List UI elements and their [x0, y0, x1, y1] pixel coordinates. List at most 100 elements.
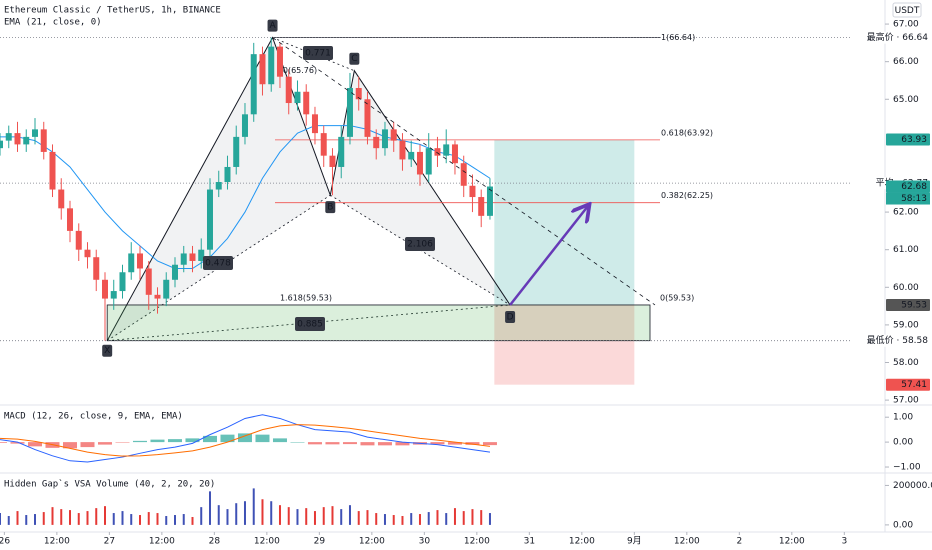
candle-body: [84, 249, 91, 258]
x-tick-label: 12:00: [44, 537, 70, 547]
pattern-point-badge: [325, 201, 336, 214]
candle-body: [58, 189, 65, 209]
y-tick-label: 57.00: [893, 396, 919, 406]
candle-body: [5, 133, 12, 141]
macd-histogram-bar: [220, 434, 235, 443]
ratio-label: 2.106: [407, 240, 433, 250]
candle-body: [268, 46, 275, 85]
candle-body: [390, 129, 397, 141]
y-tick-label: 67.00: [893, 20, 919, 30]
ratio-badge: [405, 237, 435, 251]
price-badge: [886, 378, 930, 391]
candle-body: [434, 148, 441, 156]
ratio-label: 0.771: [305, 49, 331, 59]
macd-histogram-bar: [202, 435, 217, 443]
macd-histogram-bar: [377, 442, 392, 446]
y-tick-label: 200000.00: [893, 481, 932, 491]
candle-body: [346, 87, 353, 137]
candle-body: [329, 155, 336, 167]
candle-body: [478, 197, 485, 216]
pattern-point-badge: [349, 52, 360, 65]
candle-body: [189, 253, 196, 261]
x-tick-label: 9月: [627, 536, 642, 547]
candle-body: [486, 186, 493, 216]
candle-body: [180, 253, 187, 265]
countdown-label: 58:13: [901, 194, 927, 204]
x-tick-label: 26: [0, 537, 10, 547]
candle-body: [285, 76, 292, 104]
y-tick-label: 1.00: [893, 413, 913, 423]
candle-body: [31, 129, 38, 137]
macd-histogram-bar: [307, 442, 322, 445]
candle-body: [233, 136, 240, 167]
x-tick-label: 12:00: [149, 537, 175, 547]
candle-body: [416, 151, 423, 175]
candle-body: [119, 272, 126, 292]
candle-body: [171, 264, 178, 280]
unit-badge[interactable]: [892, 2, 922, 18]
y-tick-label: 61.00: [893, 245, 919, 255]
target-zone: [494, 139, 635, 305]
support-zone: [106, 304, 651, 342]
ratio-label: 0.885: [297, 320, 323, 330]
candle-body: [408, 151, 415, 160]
x-tick-label: 3: [841, 537, 847, 547]
candle-body: [224, 166, 231, 183]
candle-body: [320, 133, 327, 156]
price-badge: [852, 334, 931, 347]
macd-histogram-bar: [237, 433, 252, 443]
candle-body: [206, 189, 213, 250]
candle-body: [136, 253, 143, 269]
stop-zone: [494, 304, 635, 385]
macd-line: [0, 424, 491, 457]
price-badge-label: 62.68: [901, 182, 927, 192]
macd-histogram-bar: [10, 442, 25, 444]
candle-body: [75, 230, 82, 250]
macd-histogram-bar: [290, 442, 305, 443]
pattern-point-label: D: [507, 312, 514, 322]
candle-body: [399, 140, 406, 160]
candle-body: [364, 99, 371, 137]
candle-body: [215, 182, 222, 190]
fib-label: 0(59.53): [660, 293, 694, 302]
candle-body: [101, 279, 108, 299]
x-tick-label: 12:00: [359, 537, 385, 547]
macd-histogram-bar: [342, 442, 357, 445]
candle-body: [303, 91, 310, 115]
candle-body: [145, 268, 152, 295]
x-tick-label: 29: [314, 537, 326, 547]
countdown-badge: [886, 192, 930, 205]
y-tick-label: 59.00: [893, 320, 919, 330]
price-badge: [852, 31, 931, 44]
pattern-point-label: C: [351, 54, 357, 64]
macd-histogram-bar: [255, 434, 270, 443]
y-tick-label: 65.00: [893, 95, 919, 105]
candle-body: [259, 54, 266, 85]
x-tick-label: 30: [419, 537, 431, 547]
x-tick-label: 27: [104, 537, 115, 547]
macd-histogram-bar: [115, 442, 130, 443]
candle-body: [250, 54, 257, 115]
macd-legend: MACD (12, 26, close, 9, EMA, EMA): [4, 412, 183, 422]
x-tick-label: 12:00: [254, 537, 280, 547]
macd-histogram-bar: [132, 440, 147, 443]
price-badge-label: 57.41: [901, 380, 927, 390]
candle-body: [311, 114, 318, 134]
macd-histogram-bar: [167, 439, 182, 443]
macd-histogram-bar: [80, 442, 95, 448]
candle-body: [276, 46, 283, 77]
overlay: 1(66.64) 0(65.76) 0.618(63.92) 0.382(62.25)…: [102, 19, 931, 391]
x-tick-label: 28: [209, 537, 221, 547]
candle-body: [23, 136, 30, 145]
ratio-badge: [203, 256, 233, 270]
candle-body: [460, 163, 467, 186]
unit-label: USDT: [895, 6, 920, 16]
y-tick-label: 58.00: [893, 358, 919, 368]
macd-histogram-bar: [447, 442, 462, 445]
macd-histogram-bar: [482, 442, 497, 446]
ratio-label: 0.478: [205, 259, 231, 269]
fib-label: 0.618(63.92): [661, 128, 713, 137]
pattern-point-label: A: [269, 21, 276, 31]
